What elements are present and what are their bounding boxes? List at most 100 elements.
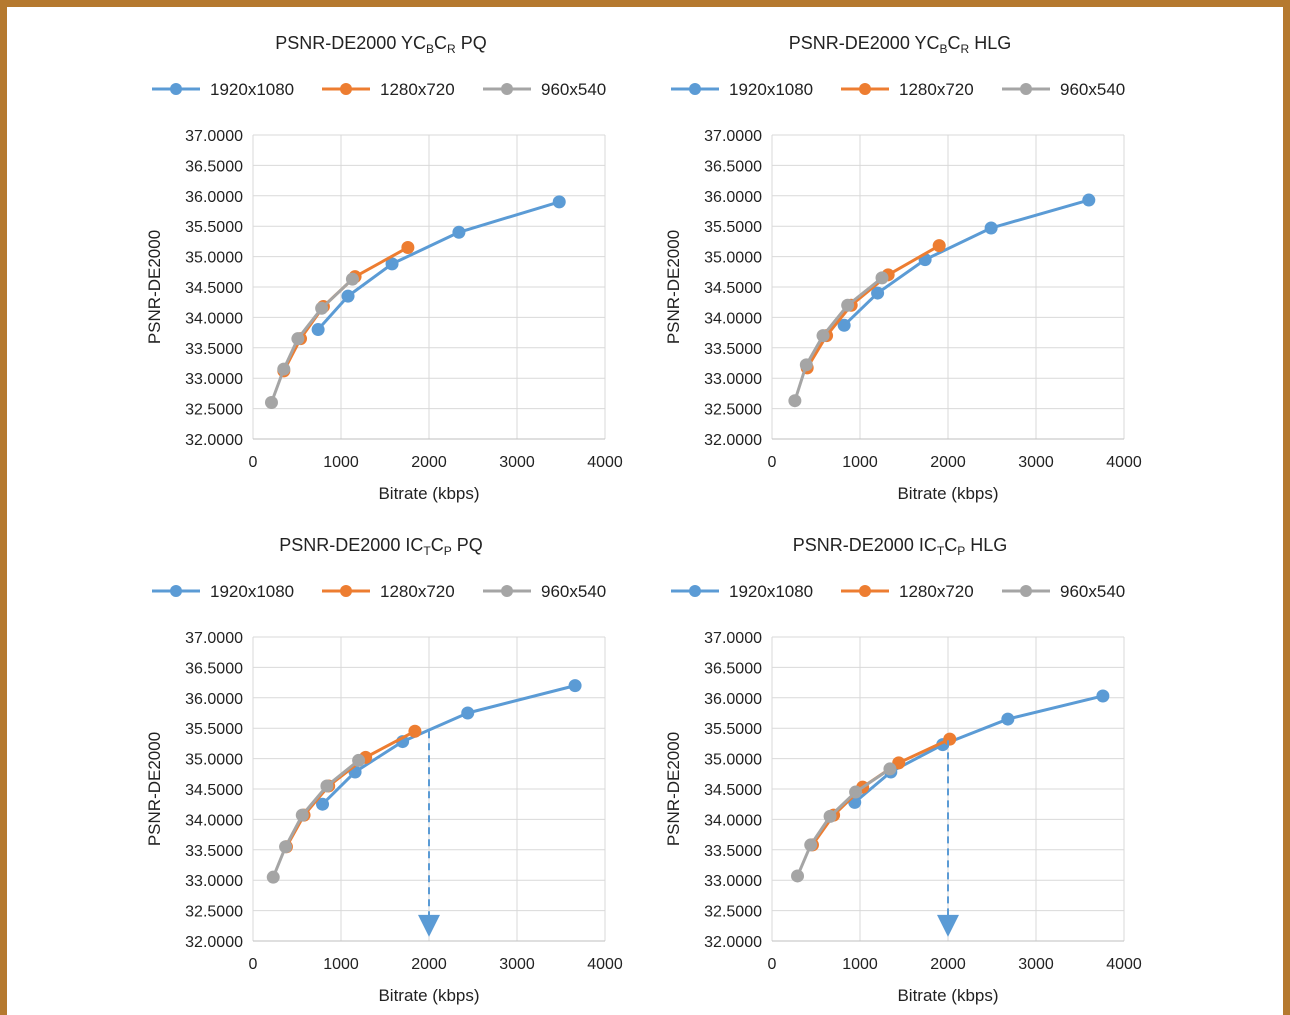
y-tick-label: 33.5000	[704, 843, 762, 860]
data-point	[1096, 689, 1110, 703]
y-tick-label: 35.5000	[185, 219, 243, 236]
legend-label: 960x540	[541, 80, 606, 99]
data-point	[871, 286, 885, 300]
legend-item: 960x540	[483, 80, 606, 99]
chart-title-part: PQ	[452, 535, 483, 555]
data-point	[279, 840, 293, 854]
y-axis-label: PSNR-DE2000	[664, 732, 683, 846]
y-tick-label: 34.0000	[704, 812, 762, 829]
chart-title-part: PSNR-DE2000 IC	[793, 535, 937, 555]
legend-item: 1920x1080	[152, 80, 294, 99]
x-tick-label: 0	[249, 956, 258, 973]
y-tick-label: 36.0000	[185, 189, 243, 206]
y-tick-label: 32.5000	[185, 402, 243, 419]
y-tick-label: 36.0000	[185, 691, 243, 708]
x-axis-label: Bitrate (kbps)	[378, 986, 479, 1005]
legend-label: 1280x720	[380, 80, 455, 99]
x-tick-label: 3000	[1018, 454, 1054, 471]
chart-title-part: C	[434, 33, 447, 53]
data-point	[791, 869, 805, 883]
data-point	[883, 762, 897, 776]
x-tick-label: 0	[768, 454, 777, 471]
data-point	[1001, 712, 1015, 726]
y-tick-label: 36.5000	[704, 660, 762, 677]
y-tick-label: 35.5000	[185, 721, 243, 738]
data-point	[295, 808, 309, 822]
y-tick-label: 33.5000	[704, 341, 762, 358]
chart-title-part: HLG	[969, 33, 1011, 53]
chart-ycbcr-hlg: PSNR-DE2000 YCBCR HLG 1920x1080 1280x720 96…	[664, 33, 1142, 503]
x-tick-label: 3000	[1018, 956, 1054, 973]
chart-title: PSNR-DE2000 ICTCP HLG	[793, 535, 1007, 558]
y-axis-label: PSNR-DE2000	[664, 230, 683, 344]
legend-marker	[170, 585, 182, 597]
chart-title-part: B	[940, 42, 948, 56]
y-tick-label: 35.0000	[704, 752, 762, 769]
legend-marker	[170, 83, 182, 95]
y-tick-label: 35.0000	[185, 752, 243, 769]
y-tick-label: 37.0000	[704, 630, 762, 647]
data-point	[568, 679, 582, 693]
legend-marker	[340, 585, 352, 597]
legend-item: 960x540	[483, 582, 606, 601]
chart-title-part: P	[444, 544, 452, 558]
y-tick-label: 36.0000	[704, 691, 762, 708]
x-tick-label: 1000	[842, 454, 878, 471]
data-point	[461, 706, 475, 720]
chart-ictcp-hlg: PSNR-DE2000 ICTCP HLG 1920x1080 1280x720 96…	[664, 535, 1142, 1005]
y-tick-label: 36.5000	[185, 660, 243, 677]
legend-item: 1280x720	[322, 80, 455, 99]
y-tick-label: 32.0000	[704, 934, 762, 951]
y-tick-label: 34.5000	[704, 280, 762, 297]
y-tick-label: 35.0000	[704, 250, 762, 267]
chart-title-part: PSNR-DE2000 IC	[279, 535, 423, 555]
x-axis-label: Bitrate (kbps)	[378, 484, 479, 503]
legend-label: 1280x720	[899, 80, 974, 99]
data-point	[320, 779, 334, 793]
series-line	[793, 276, 883, 402]
legend-item: 960x540	[1002, 582, 1125, 601]
legend-item: 1920x1080	[152, 582, 294, 601]
x-tick-label: 4000	[1106, 454, 1142, 471]
chart-title-part: T	[423, 544, 431, 558]
series-line	[317, 200, 560, 331]
data-point	[875, 271, 889, 285]
chart-ictcp-pq: PSNR-DE2000 ICTCP PQ 1920x1080 1280x720 960…	[145, 535, 623, 1005]
data-point	[932, 239, 946, 253]
legend-label: 1280x720	[380, 582, 455, 601]
chart-title: PSNR-DE2000 YCBCR HLG	[789, 33, 1011, 56]
annotation-arrowhead	[937, 914, 959, 937]
legend-label: 960x540	[541, 582, 606, 601]
x-tick-label: 4000	[587, 454, 623, 471]
series-line	[853, 694, 1104, 804]
y-tick-label: 34.0000	[704, 310, 762, 327]
x-axis-label: Bitrate (kbps)	[897, 986, 998, 1005]
y-tick-label: 36.0000	[704, 189, 762, 206]
y-tick-label: 34.0000	[185, 310, 243, 327]
legend-marker	[1020, 585, 1032, 597]
y-tick-label: 33.0000	[185, 371, 243, 388]
y-axis-label: PSNR-DE2000	[145, 732, 164, 846]
y-tick-label: 37.0000	[185, 630, 243, 647]
legend-label: 1920x1080	[729, 582, 813, 601]
chart-title-part: C	[431, 535, 444, 555]
legend-marker	[1020, 83, 1032, 95]
legend-label: 960x540	[1060, 80, 1125, 99]
data-point	[264, 396, 278, 410]
y-tick-label: 32.5000	[704, 402, 762, 419]
y-tick-label: 37.0000	[704, 128, 762, 145]
legend-label: 1920x1080	[210, 582, 294, 601]
chart-title-part: P	[957, 544, 965, 558]
y-tick-label: 37.0000	[185, 128, 243, 145]
data-point	[385, 257, 399, 271]
legend-marker	[859, 83, 871, 95]
series-line	[811, 737, 951, 846]
x-tick-label: 4000	[587, 956, 623, 973]
y-tick-label: 32.0000	[185, 432, 243, 449]
data-point	[788, 394, 802, 408]
y-tick-label: 32.0000	[185, 934, 243, 951]
x-tick-label: 1000	[323, 956, 359, 973]
legend-label: 960x540	[1060, 582, 1125, 601]
chart-title-part: HLG	[965, 535, 1007, 555]
x-tick-label: 3000	[499, 454, 535, 471]
